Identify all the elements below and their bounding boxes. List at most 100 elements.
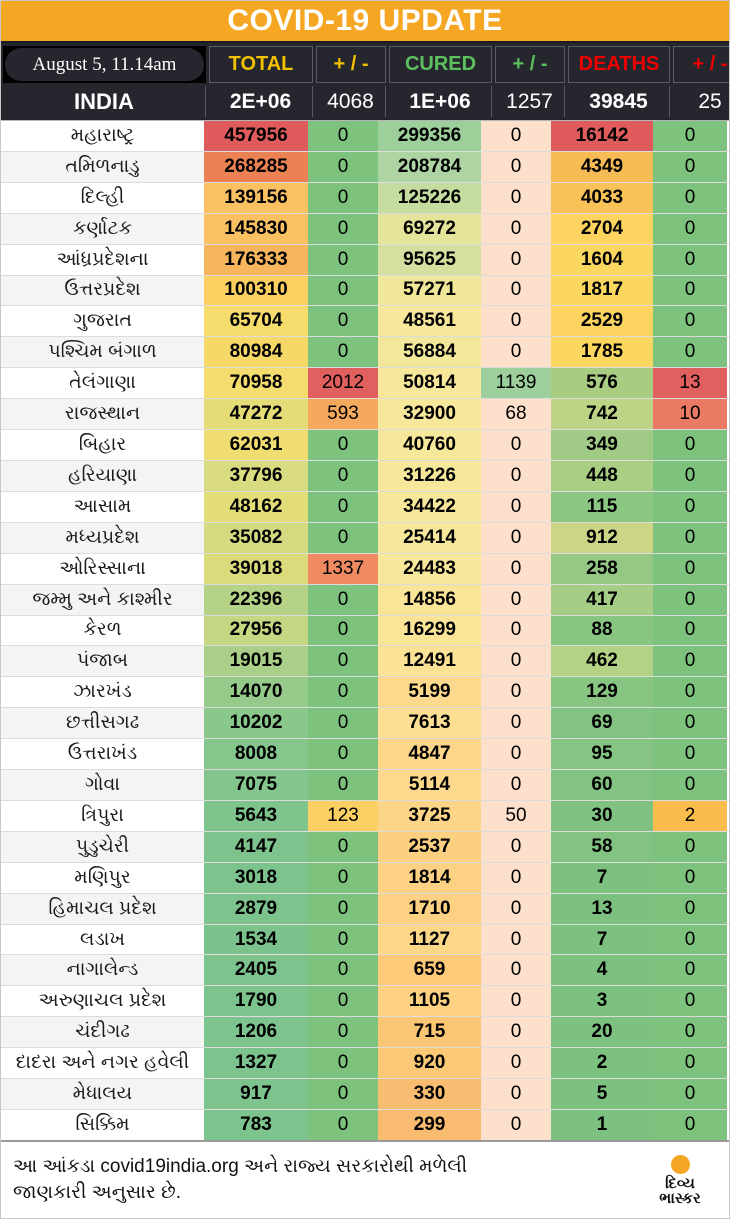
total-delta-cell: 0 bbox=[308, 615, 378, 646]
state-name-cell: ગોવા bbox=[1, 770, 204, 800]
cured-cell: 56884 bbox=[378, 337, 481, 368]
table-row: દિલ્હી 139156 0 125226 0 4033 0 bbox=[1, 182, 729, 214]
cured-delta-cell: 0 bbox=[481, 1110, 551, 1140]
state-name-cell: અરુણાચલ પ્રદેશ bbox=[1, 986, 204, 1017]
deaths-delta-cell: 0 bbox=[653, 739, 727, 770]
cured-delta-cell: 0 bbox=[481, 924, 551, 955]
cured-delta-cell: 0 bbox=[481, 1079, 551, 1109]
deaths-cell: 4033 bbox=[551, 182, 653, 213]
deaths-cell: 129 bbox=[551, 677, 653, 708]
cured-cell: 3725 bbox=[378, 800, 481, 831]
deaths-cell: 417 bbox=[551, 584, 653, 615]
cured-delta-cell: 0 bbox=[481, 615, 551, 646]
cured-delta-cell: 0 bbox=[481, 213, 551, 244]
total-cell: 1534 bbox=[204, 924, 308, 955]
table-row: મધ્યપ્રદેશ 35082 0 25414 0 912 0 bbox=[1, 522, 729, 554]
deaths-cell: 2 bbox=[551, 1048, 653, 1079]
cured-delta-cell: 0 bbox=[481, 708, 551, 739]
deaths-cell: 1785 bbox=[551, 337, 653, 368]
total-delta-cell: 1337 bbox=[308, 553, 378, 584]
cured-cell: 5199 bbox=[378, 677, 481, 708]
table-row: રાજસ્થાન 47272 593 32900 68 742 10 bbox=[1, 399, 729, 431]
total-delta-cell: 0 bbox=[308, 955, 378, 986]
column-header-total: TOTAL bbox=[209, 46, 313, 83]
cured-delta-cell: 0 bbox=[481, 244, 551, 275]
total-cell: 145830 bbox=[204, 213, 308, 244]
deaths-cell: 7 bbox=[551, 862, 653, 893]
cured-cell: 14856 bbox=[378, 584, 481, 615]
cured-delta-cell: 68 bbox=[481, 399, 551, 430]
total-cell: 22396 bbox=[204, 584, 308, 615]
deaths-delta-cell: 0 bbox=[653, 893, 727, 924]
state-name-cell: ઉત્તરાખંડ bbox=[1, 739, 204, 770]
cured-delta-cell: 0 bbox=[481, 677, 551, 708]
cured-delta-cell: 0 bbox=[481, 522, 551, 553]
total-cell: 47272 bbox=[204, 399, 308, 430]
deaths-cell: 13 bbox=[551, 893, 653, 924]
column-header-deaths: DEATHS bbox=[568, 46, 670, 83]
deaths-delta-cell: 0 bbox=[653, 986, 727, 1017]
state-name-cell: લડાખ bbox=[1, 924, 204, 955]
deaths-cell: 1604 bbox=[551, 244, 653, 275]
cured-delta-cell: 0 bbox=[481, 121, 551, 151]
total-delta-cell: 0 bbox=[308, 121, 378, 151]
cured-cell: 7613 bbox=[378, 708, 481, 739]
total-delta-cell: 0 bbox=[308, 1017, 378, 1048]
state-name-cell: ચંદીગઢ bbox=[1, 1017, 204, 1048]
cured-cell: 34422 bbox=[378, 491, 481, 522]
deaths-delta-cell: 0 bbox=[653, 615, 727, 646]
total-cell: 4147 bbox=[204, 831, 308, 862]
cured-delta-cell: 0 bbox=[481, 430, 551, 460]
total-cell: 2405 bbox=[204, 955, 308, 986]
deaths-delta-cell: 0 bbox=[653, 955, 727, 986]
column-header-cured: CURED bbox=[389, 46, 492, 83]
deaths-delta-cell: 0 bbox=[653, 1110, 727, 1140]
source-note-line2: જાણકારી અનુસાર છે. bbox=[13, 1182, 181, 1203]
table-row: પશ્ચિમ બંગાળ 80984 0 56884 0 1785 0 bbox=[1, 337, 729, 369]
deaths-delta-cell: 0 bbox=[653, 924, 727, 955]
table-row: પંજાબ 19015 0 12491 0 462 0 bbox=[1, 646, 729, 678]
deaths-delta-cell: 2 bbox=[653, 800, 727, 831]
deaths-cell: 912 bbox=[551, 522, 653, 553]
total-cell: 39018 bbox=[204, 553, 308, 584]
deaths-cell: 576 bbox=[551, 368, 653, 399]
deaths-cell: 4 bbox=[551, 955, 653, 986]
state-name-cell: નાગાલેન્ડ bbox=[1, 955, 204, 986]
total-cell: 1790 bbox=[204, 986, 308, 1017]
table-row: અરુણાચલ પ્રદેશ 1790 0 1105 0 3 0 bbox=[1, 986, 729, 1018]
divya-bhaskar-logo: દિવ્ય ભાસ્કર bbox=[641, 1146, 719, 1214]
page-title: COVID-19 UPDATE bbox=[227, 4, 503, 37]
cured-delta-cell: 0 bbox=[481, 584, 551, 615]
total-cell: 65704 bbox=[204, 306, 308, 337]
cured-cell: 1127 bbox=[378, 924, 481, 955]
deaths-cell: 742 bbox=[551, 399, 653, 430]
country-total: 2E+06 bbox=[209, 86, 313, 117]
cured-cell: 299 bbox=[378, 1110, 481, 1140]
deaths-delta-cell: 0 bbox=[653, 491, 727, 522]
total-delta-cell: 0 bbox=[308, 986, 378, 1017]
table-row: સિક્કિમ 783 0 299 0 1 0 bbox=[1, 1110, 729, 1140]
cured-delta-cell: 0 bbox=[481, 862, 551, 893]
source-note-line1: આ આંકડા covid19india.org અને રાજ્ય સરકાર… bbox=[13, 1156, 468, 1178]
state-name-cell: ઝારખંડ bbox=[1, 677, 204, 708]
deaths-cell: 448 bbox=[551, 460, 653, 491]
deaths-cell: 2704 bbox=[551, 213, 653, 244]
total-cell: 917 bbox=[204, 1079, 308, 1109]
cured-delta-cell: 0 bbox=[481, 306, 551, 337]
table-row: તેલંગાણા 70958 2012 50814 1139 576 13 bbox=[1, 368, 729, 400]
table-row: ચંદીગઢ 1206 0 715 0 20 0 bbox=[1, 1017, 729, 1049]
cured-cell: 32900 bbox=[378, 399, 481, 430]
column-header-cured-delta: + / - bbox=[495, 46, 565, 83]
table-row: ઉત્તરાખંડ 8008 0 4847 0 95 0 bbox=[1, 739, 729, 771]
deaths-delta-cell: 0 bbox=[653, 244, 727, 275]
state-name-cell: દિલ્હી bbox=[1, 182, 204, 213]
cured-cell: 31226 bbox=[378, 460, 481, 491]
total-delta-cell: 0 bbox=[308, 584, 378, 615]
total-delta-cell: 0 bbox=[308, 770, 378, 800]
table-row: કર્ણાટક 145830 0 69272 0 2704 0 bbox=[1, 213, 729, 245]
cured-cell: 50814 bbox=[378, 368, 481, 399]
total-cell: 27956 bbox=[204, 615, 308, 646]
deaths-delta-cell: 0 bbox=[653, 677, 727, 708]
state-data-table: મહારાષ્ટ્ર 457956 0 299356 0 16142 0 તમિળનાડુ 26… bbox=[1, 120, 729, 1140]
deaths-delta-cell: 0 bbox=[653, 151, 727, 182]
